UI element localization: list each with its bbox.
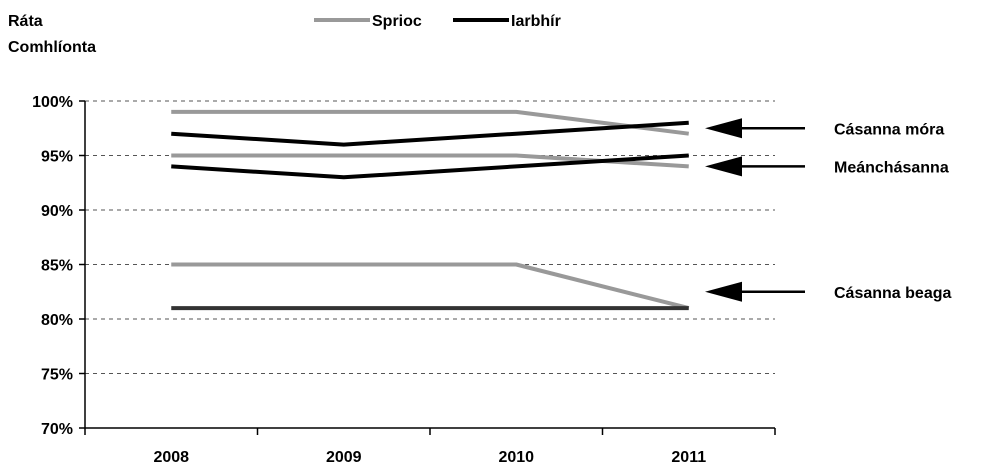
- gridlines: [85, 100, 775, 374]
- annotation-label-2: Cásanna beaga: [834, 285, 951, 302]
- y-tick-label-6: 70%: [41, 421, 73, 438]
- y-tick-label-0: 100%: [32, 94, 73, 111]
- y-tick-label-1: 95%: [41, 149, 73, 166]
- annotation-label-1: Meánchásanna: [834, 159, 949, 176]
- y-tick-label-2: 90%: [41, 203, 73, 220]
- legend: Sprioc Iarbhír: [314, 13, 561, 30]
- series-line-c-sanna-m-ra-iarbh-r: [171, 120, 689, 147]
- annotations: Cásanna móra Meánchásanna Cásanna beaga: [705, 118, 951, 302]
- x-tick-label-2011: 2011: [671, 449, 706, 466]
- x-tick-label-2010: 2010: [498, 449, 534, 466]
- legend-label-iarbhir: Iarbhír: [511, 13, 561, 30]
- annotation-arrow-head-0: [705, 118, 742, 139]
- x-tick-label-2009: 2009: [326, 449, 362, 466]
- y-axis-label-line-2: Comhlíonta: [8, 39, 96, 56]
- series-line-me-nch-sanna-iarbh-r: [171, 153, 689, 180]
- y-tick-label-4: 80%: [41, 312, 73, 329]
- y-axis-label-line-1: Ráta: [8, 13, 43, 30]
- series-line-c-sanna-m-ra-sprioc: [171, 109, 690, 136]
- x-tick-label-2008: 2008: [153, 449, 189, 466]
- legend-label-sprioc: Sprioc: [372, 13, 422, 30]
- y-tick-label-3: 85%: [41, 258, 73, 275]
- series-line-c-sanna-beaga-sprioc: [171, 262, 690, 311]
- annotation-arrow-head-2: [705, 281, 742, 302]
- annotation-label-0: Cásanna móra: [834, 121, 944, 138]
- annotation-arrow-head-1: [705, 156, 742, 177]
- series-lines: [171, 109, 690, 311]
- y-tick-label-5: 75%: [41, 367, 73, 384]
- x-tick-labels: 2008 2009 2010 2011: [153, 449, 706, 466]
- y-tick-labels: 100% 95% 90% 85% 80% 75% 70%: [32, 94, 73, 438]
- axes: [79, 100, 776, 435]
